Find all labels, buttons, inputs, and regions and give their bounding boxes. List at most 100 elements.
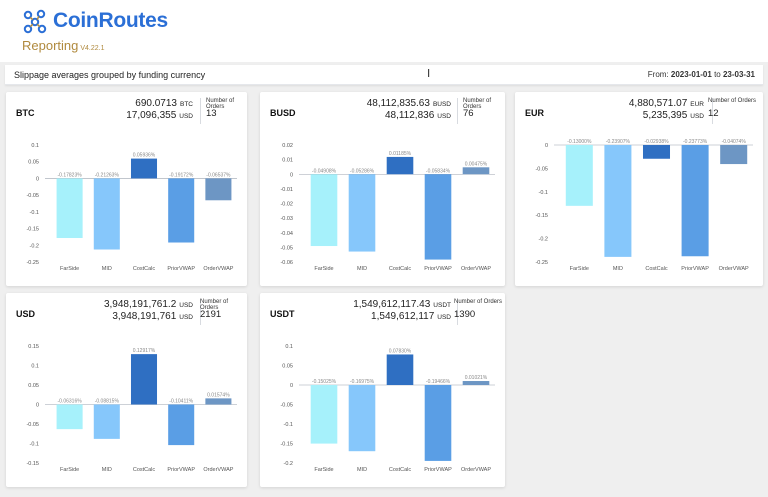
y-tick-label: 0	[545, 143, 548, 149]
volume-amounts: 1,549,612,117.43 USDT 1,549,612,117 USD	[353, 299, 451, 323]
bar-mid[interactable]	[93, 404, 120, 439]
bar-costcalc[interactable]	[386, 156, 414, 175]
y-tick-label: 0.05	[28, 160, 39, 166]
currency-card-usd: USD 3,948,191,761.2 USD 3,948,191,761 USD Num…	[6, 293, 247, 487]
y-tick-label: 0.05	[28, 383, 39, 389]
bar-priorvwap[interactable]	[168, 404, 195, 446]
y-tick-label: 0	[290, 172, 293, 178]
data-label: -0.15025%	[312, 379, 337, 385]
data-label: 0.00475%	[465, 161, 488, 167]
bar-costcalc[interactable]	[642, 145, 671, 159]
bar-mid[interactable]	[348, 174, 376, 252]
to-label: to	[714, 70, 721, 79]
y-tick-label: -0.2	[539, 237, 548, 243]
usd-amount: 3,948,191,761	[112, 311, 177, 322]
bar-priorvwap[interactable]	[168, 178, 195, 243]
orders-count: 12	[708, 108, 719, 119]
data-label: -0.05834%	[426, 168, 451, 174]
y-tick-label: 0.1	[31, 364, 39, 370]
x-tick-label: CostCalc	[389, 266, 412, 272]
data-label: -0.19172%	[169, 172, 194, 178]
data-label: -0.02938%	[644, 139, 669, 145]
data-label: -0.23907%	[606, 139, 631, 145]
y-tick-label: -0.01	[280, 187, 293, 193]
bar-farside[interactable]	[310, 174, 338, 247]
y-tick-label: -0.1	[30, 210, 39, 216]
y-tick-label: -0.25	[26, 260, 39, 266]
x-tick-label: OrderVWAP	[203, 266, 233, 272]
usd-unit: USD	[179, 113, 193, 120]
x-tick-label: FarSide	[60, 467, 79, 473]
x-tick-label: CostCalc	[645, 266, 668, 272]
x-tick-label: MID	[357, 266, 367, 272]
report-title: Slippage averages grouped by funding cur…	[14, 70, 206, 80]
brand-name[interactable]: CoinRoutes	[53, 9, 168, 32]
y-tick-label: 0.1	[31, 143, 39, 149]
orders-count: 76	[463, 108, 474, 119]
volume-amounts: 48,112,835.63 BUSD 48,112,836 USD	[367, 98, 451, 122]
bar-mid[interactable]	[93, 178, 120, 250]
bar-farside[interactable]	[310, 385, 338, 444]
report-subheader: Slippage averages grouped by funding cur…	[5, 65, 763, 85]
currency-code: USDT	[270, 309, 295, 319]
native-amount: 48,112,835.63	[366, 98, 430, 109]
bar-ordervwap[interactable]	[205, 398, 232, 405]
slippage-chart: 0 -0.05 -0.1 -0.15 -0.2 -0.25 -0.13000% FarSide…	[535, 139, 753, 272]
bar-costcalc[interactable]	[386, 354, 414, 385]
volume-amounts: 690.0713 BTC 17,096,355 USD	[126, 98, 193, 122]
data-label: -0.10411%	[169, 399, 193, 405]
y-tick-label: -0.05	[280, 403, 293, 409]
to-date: 23-03-31	[722, 70, 755, 79]
divider	[712, 98, 713, 124]
y-tick-label: -0.15	[535, 213, 548, 219]
native-amount: 3,948,191,761.2	[103, 299, 177, 310]
app-header: CoinRoutes Reporting V4.22.1	[0, 0, 768, 62]
bar-farside[interactable]	[565, 145, 593, 206]
data-label: 0.01021%	[465, 375, 488, 381]
native-amount: 690.0713	[135, 98, 177, 109]
data-label: -0.21263%	[95, 172, 120, 178]
bar-costcalc[interactable]	[130, 354, 158, 405]
data-label: 0.01185%	[389, 151, 412, 157]
x-tick-label: PriorVWAP	[424, 266, 452, 272]
y-tick-label: -0.05	[535, 166, 548, 172]
y-tick-label: -0.2	[284, 461, 293, 467]
y-tick-label: -0.03	[280, 216, 293, 222]
bar-ordervwap[interactable]	[462, 167, 490, 175]
data-label: 0.07830%	[389, 348, 412, 354]
bar-priorvwap[interactable]	[424, 385, 452, 461]
y-tick-label: 0.01	[282, 158, 293, 164]
y-tick-label: -0.15	[26, 227, 39, 233]
bar-ordervwap[interactable]	[205, 178, 232, 201]
bar-costcalc[interactable]	[130, 158, 158, 179]
volume-amounts: 3,948,191,761.2 USD 3,948,191,761 USD	[104, 299, 193, 323]
divider	[200, 98, 201, 124]
date-range[interactable]: From: 2023-01-01 to 23-03-31	[648, 70, 755, 79]
y-tick-label: -0.15	[26, 461, 39, 467]
bar-priorvwap[interactable]	[424, 174, 452, 260]
slippage-chart: 0.1 0.05 0 -0.05 -0.1 -0.15 -0.2 -0.25 -0.17823%…	[26, 143, 237, 272]
orders-count: 1390	[454, 309, 476, 320]
bar-ordervwap[interactable]	[720, 145, 748, 165]
coinroutes-logo-icon[interactable]	[22, 9, 48, 35]
bar-priorvwap[interactable]	[681, 145, 709, 257]
orders-label: Number of Orders	[200, 299, 229, 311]
y-tick-label: -0.05	[26, 422, 39, 428]
currency-card-usdt: USDT 1,549,612,117.43 USDT 1,549,612,117 USD…	[260, 293, 505, 487]
currency-card-busd: BUSD 48,112,835.63 BUSD 48,112,836 USD Number…	[260, 92, 505, 286]
data-label: -0.04074%	[722, 139, 747, 145]
data-label: -0.08815%	[95, 399, 120, 405]
usd-amount: 5,235,395	[642, 110, 688, 121]
bar-mid[interactable]	[604, 145, 632, 257]
bar-farside[interactable]	[56, 404, 83, 430]
bar-farside[interactable]	[56, 178, 83, 239]
version-label: V4.22.1	[80, 45, 105, 52]
x-tick-label: MID	[613, 266, 623, 272]
x-tick-label: FarSide	[314, 266, 333, 272]
bar-ordervwap[interactable]	[462, 381, 490, 385]
x-tick-label: PriorVWAP	[167, 467, 195, 473]
bar-mid[interactable]	[348, 385, 376, 452]
orders-label: Number of Orders	[463, 98, 492, 110]
data-label: 0.05936%	[133, 153, 156, 159]
data-label: 0.01574%	[207, 392, 230, 398]
